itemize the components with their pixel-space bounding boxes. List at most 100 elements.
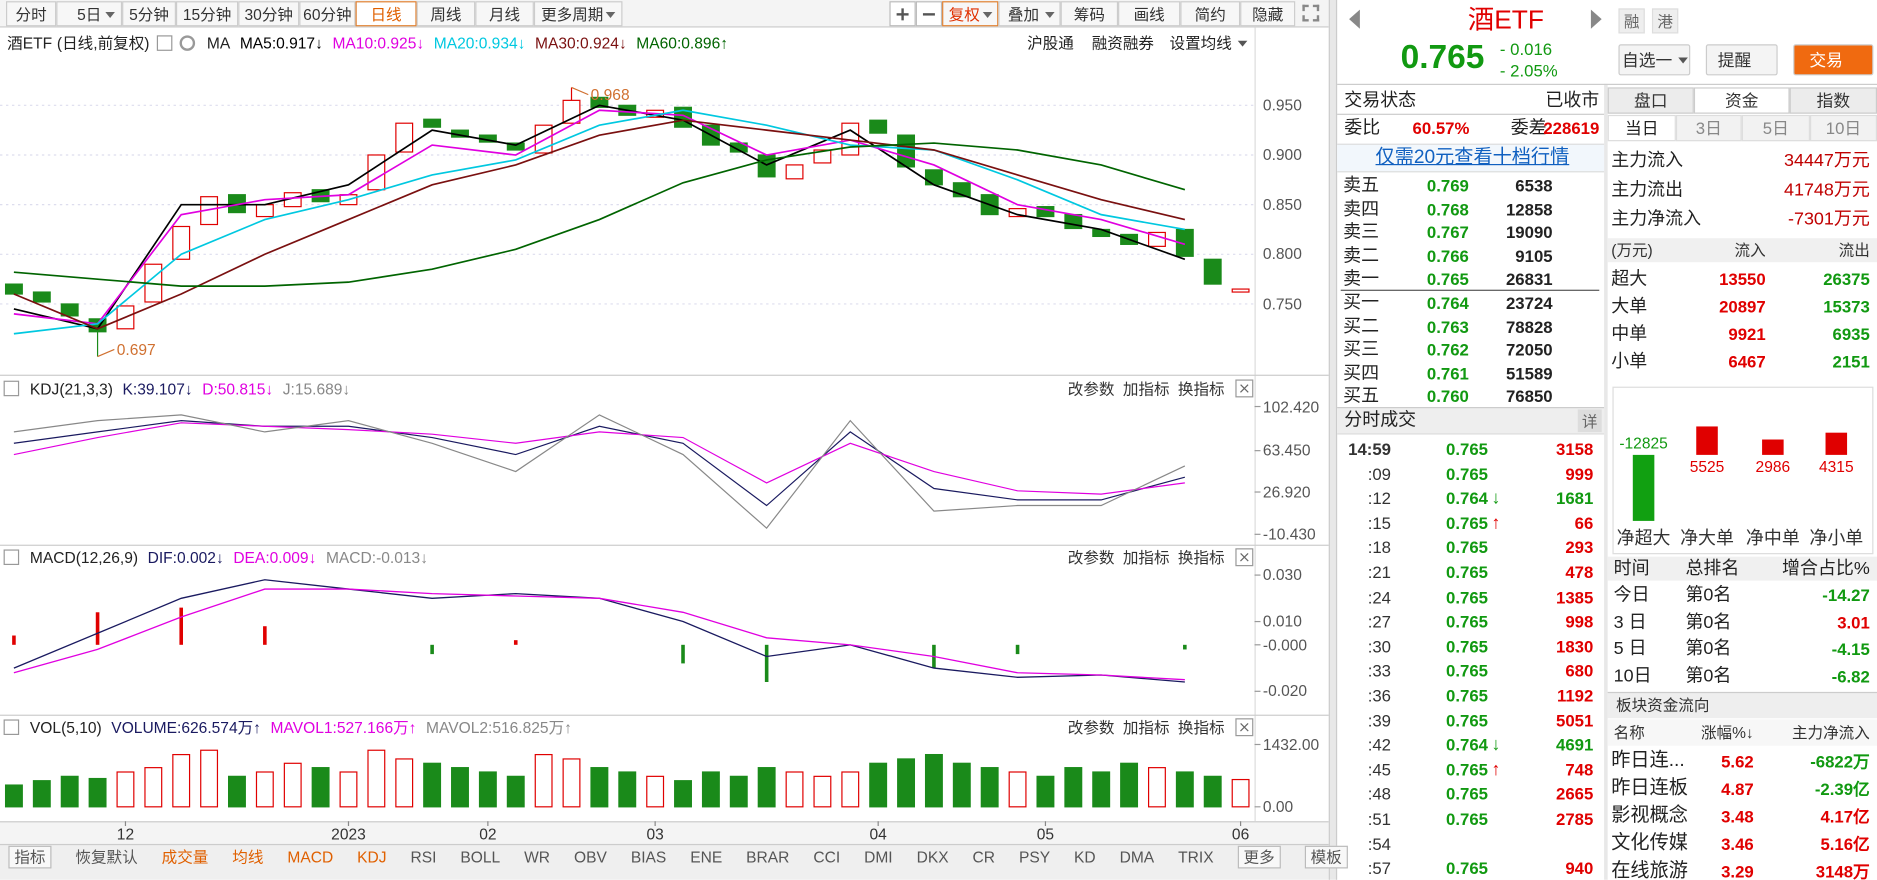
panel-tool[interactable]: 换指标	[1177, 718, 1225, 737]
indicator-tab[interactable]: 更多	[1237, 845, 1281, 869]
chart-link[interactable]: 沪股通	[1027, 34, 1074, 53]
quote-button-label[interactable]: 自选一	[1622, 50, 1673, 70]
chart-link[interactable]: 融资融券	[1091, 34, 1154, 53]
period-label[interactable]: 日线	[370, 5, 402, 24]
sector-name[interactable]: 昨日连...	[1611, 750, 1685, 771]
next-arrow[interactable]	[1590, 9, 1602, 29]
zoom-out[interactable]	[915, 1, 943, 27]
indicator-tab[interactable]: CCI	[813, 848, 841, 867]
indicator-tab[interactable]: DKX	[916, 848, 949, 867]
fund-tab[interactable]	[1607, 87, 1694, 114]
tool-button[interactable]	[1180, 1, 1241, 27]
indicator-tab[interactable]: DMI	[864, 848, 893, 867]
period-tab-label[interactable]: 3日	[1695, 118, 1722, 138]
period-label[interactable]: 周线	[430, 5, 462, 24]
tool-label[interactable]: 简约	[1194, 5, 1226, 24]
period-label[interactable]: 60分钟	[303, 5, 352, 24]
period-button[interactable]	[238, 1, 300, 27]
close-panel[interactable]	[1235, 379, 1254, 398]
period-button[interactable]	[355, 1, 417, 27]
period-tab[interactable]	[1809, 114, 1877, 142]
help-icon[interactable]	[156, 35, 173, 51]
panel-tool[interactable]: 改参数	[1067, 380, 1115, 399]
indicator-tab[interactable]: WR	[524, 848, 551, 867]
market-tag[interactable]	[1651, 8, 1679, 34]
period-tab-label[interactable]: 当日	[1625, 118, 1659, 138]
quote-button-label[interactable]: 提醒	[1717, 50, 1752, 70]
fund-tab[interactable]	[1789, 87, 1877, 114]
indicator-tab[interactable]: 均线	[232, 848, 264, 867]
sector-name[interactable]: 影视概念	[1611, 805, 1688, 826]
sector-name[interactable]: 在线旅游	[1611, 860, 1688, 880]
period-tab-label[interactable]: 10日	[1825, 118, 1862, 138]
quote-button[interactable]	[1705, 44, 1778, 76]
indicator-tab[interactable]: 指标	[8, 845, 52, 869]
period-label[interactable]: 更多周期	[541, 5, 604, 24]
indicator-tab[interactable]: 恢复默认	[75, 848, 138, 867]
panel-tool[interactable]: 加指标	[1122, 380, 1170, 399]
zoom-in[interactable]	[889, 1, 916, 27]
detail-label[interactable]: 详	[1581, 412, 1598, 431]
period-tab[interactable]	[1675, 114, 1742, 142]
indicator-tab[interactable]: CR	[972, 848, 996, 867]
period-label[interactable]: 5日	[77, 5, 102, 24]
indicator-tab[interactable]: BOLL	[460, 848, 501, 867]
detail-button[interactable]	[1577, 409, 1602, 433]
sector-name[interactable]: 文化传媒	[1611, 833, 1688, 854]
period-tab[interactable]	[1741, 114, 1810, 142]
indicator-tab[interactable]: DMA	[1119, 848, 1155, 867]
period-button[interactable]	[416, 1, 476, 27]
tool-label[interactable]: 叠加	[1007, 5, 1040, 24]
settings-icon[interactable]	[179, 35, 195, 51]
panel-tool[interactable]: 换指标	[1177, 548, 1225, 567]
market-tag-label[interactable]: 港	[1657, 12, 1673, 31]
expand-icon[interactable]	[1302, 4, 1320, 22]
period-label[interactable]: 30分钟	[244, 5, 293, 24]
period-label[interactable]: 15分钟	[182, 5, 232, 24]
market-tag[interactable]	[1618, 8, 1645, 34]
period-button[interactable]	[299, 1, 356, 27]
close-panel[interactable]	[1235, 548, 1254, 567]
period-label[interactable]: 5分钟	[129, 5, 169, 24]
indicator-tab[interactable]: KD	[1074, 848, 1096, 867]
close-panel[interactable]	[1235, 718, 1254, 737]
market-tag-label[interactable]: 融	[1623, 12, 1640, 31]
indicator-tab[interactable]: RSI	[410, 848, 437, 867]
panel-tool[interactable]: 加指标	[1122, 718, 1170, 737]
period-button[interactable]	[5, 1, 57, 27]
period-button[interactable]	[175, 1, 239, 27]
fund-tab[interactable]	[1693, 87, 1790, 114]
fund-tab-label[interactable]: 资金	[1724, 90, 1759, 111]
indicator-tab[interactable]: BRAR	[746, 848, 790, 867]
help-icon[interactable]	[3, 549, 20, 566]
indicator-tab[interactable]: 成交量	[161, 848, 209, 867]
tool-label[interactable]: 筹码	[1073, 5, 1105, 24]
period-button[interactable]	[122, 1, 176, 27]
tool-button[interactable]	[1118, 1, 1181, 27]
period-tab-label[interactable]: 5日	[1762, 118, 1789, 138]
panel-tool[interactable]: 加指标	[1122, 548, 1170, 567]
indicator-tab[interactable]: 模板	[1304, 845, 1348, 869]
period-label[interactable]: 月线	[488, 5, 521, 24]
quote-button[interactable]	[1793, 44, 1874, 76]
fund-tab-label[interactable]: 盘口	[1634, 90, 1668, 111]
tool-label[interactable]: 复权	[948, 5, 980, 24]
panel-tool[interactable]: 改参数	[1067, 548, 1115, 567]
prev-arrow[interactable]	[1349, 9, 1360, 29]
indicator-tab[interactable]: KDJ	[357, 848, 387, 867]
help-icon[interactable]	[3, 719, 20, 736]
tool-label[interactable]: 隐藏	[1252, 5, 1284, 24]
panel-tool[interactable]: 换指标	[1177, 380, 1225, 399]
indicator-tab[interactable]: ENE	[690, 848, 723, 867]
help-icon[interactable]	[3, 380, 20, 397]
indicator-tab[interactable]: OBV	[573, 848, 607, 867]
chart-link[interactable]: 设置均线	[1169, 34, 1232, 53]
period-button[interactable]	[533, 1, 623, 27]
sector-name[interactable]: 昨日连板	[1611, 778, 1688, 799]
period-label[interactable]: 分时	[15, 5, 47, 24]
period-button[interactable]	[475, 1, 534, 27]
period-tab[interactable]	[1607, 114, 1676, 142]
level2-link[interactable]: 仅需20元查看十档行情	[1375, 147, 1570, 168]
tool-label[interactable]: 画线	[1133, 5, 1165, 24]
quote-button-label[interactable]: 交易	[1809, 50, 1843, 70]
